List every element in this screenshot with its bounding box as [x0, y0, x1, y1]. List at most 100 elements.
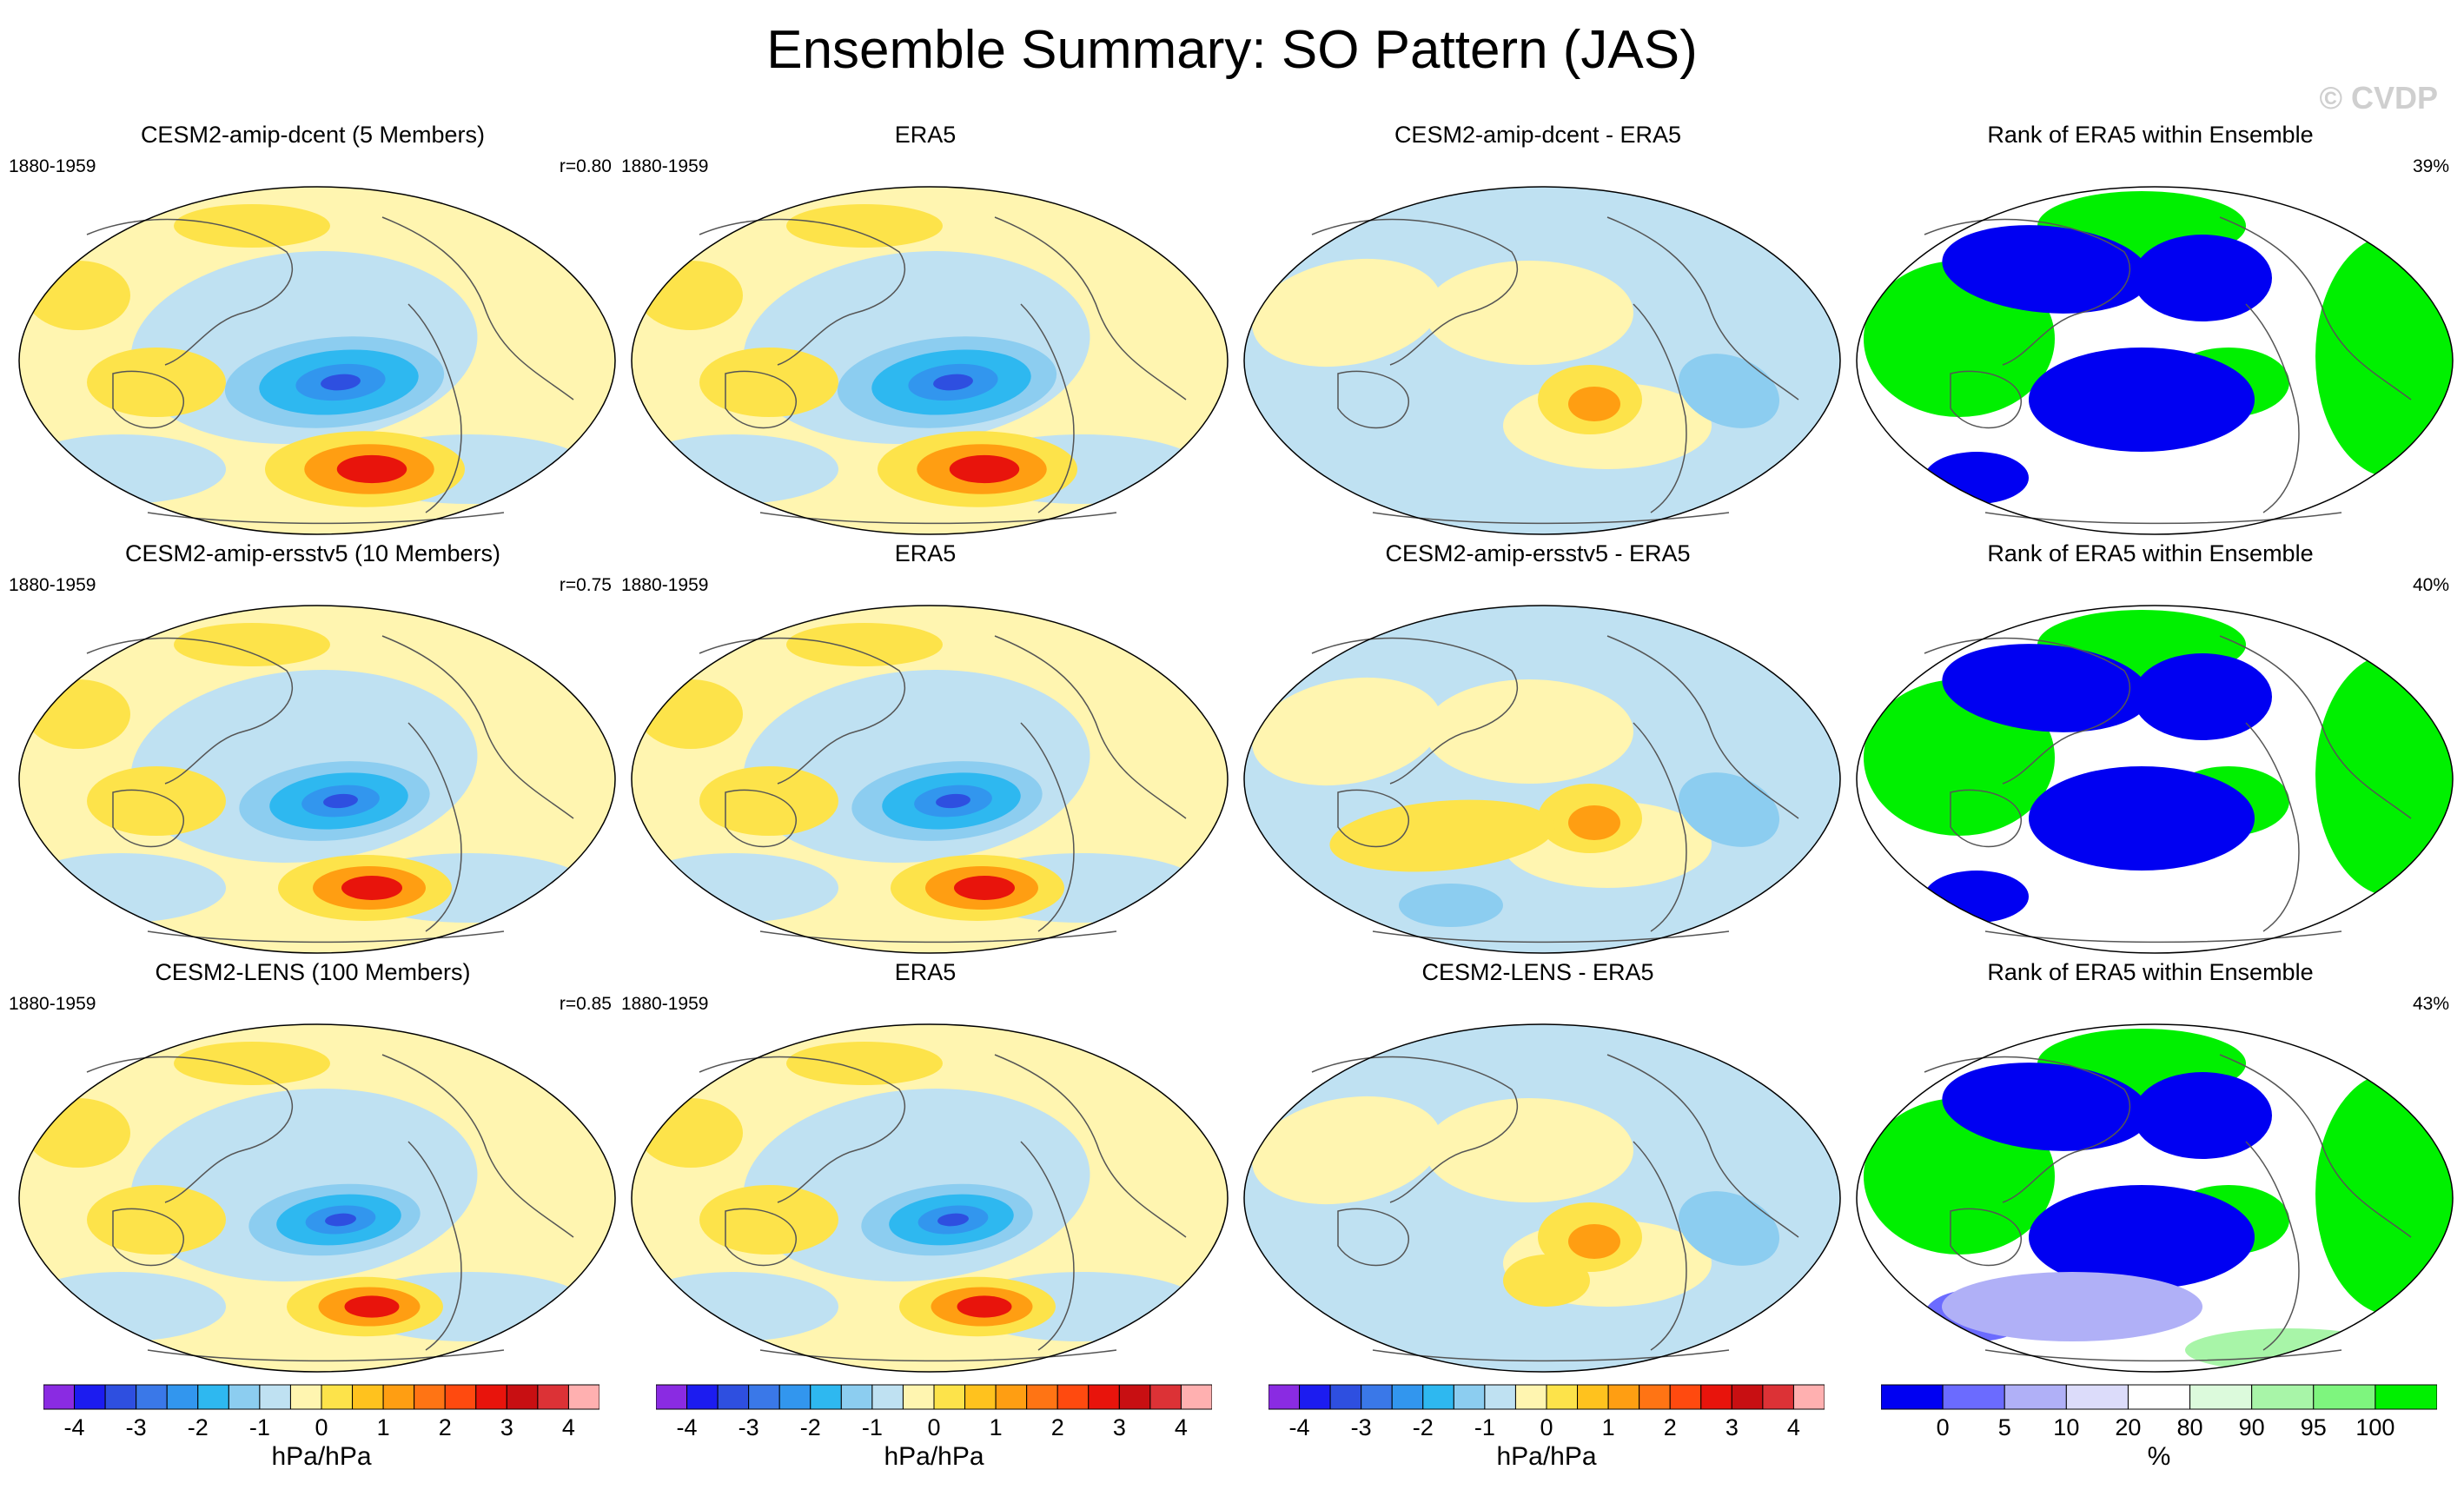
- colorbar-swatch: [1607, 1384, 1640, 1410]
- colorbar-tick: 1: [990, 1414, 1003, 1440]
- period-label: 1880-1959: [621, 575, 709, 595]
- panel-title: CESM2-amip-ersstv5 - ERA5: [1385, 540, 1691, 566]
- robinson-map: [1856, 1023, 2454, 1373]
- colorbar-swatch: [74, 1384, 106, 1410]
- colorbar-tick: 0: [1937, 1414, 1950, 1440]
- coastline: [1633, 303, 1687, 513]
- colorbar-swatch: [444, 1384, 477, 1410]
- colorbar-swatch: [166, 1384, 199, 1410]
- robinson-map: [18, 1023, 616, 1373]
- robinson-map: [1856, 186, 2454, 535]
- positive-anomaly: [699, 766, 838, 836]
- coastline: [1924, 1056, 2130, 1203]
- colorbar-swatch: [104, 1384, 137, 1410]
- positive-anomaly: [786, 1042, 943, 1085]
- positive-anomaly: [639, 261, 743, 330]
- negative-anomaly: [1678, 354, 1780, 428]
- colorbar-swatch: [810, 1384, 842, 1410]
- positive-anomaly: [786, 204, 943, 248]
- colorbar-tick: -2: [800, 1414, 821, 1440]
- coastline: [2219, 635, 2412, 819]
- coastline: [1606, 1054, 1799, 1238]
- colorbar-swatch: [1299, 1384, 1331, 1410]
- coastline: [1984, 1349, 2342, 1362]
- colorbar-swatch: [1792, 1384, 1825, 1410]
- coastline: [994, 216, 1187, 401]
- map-panel-obs: ERA5 1880-1959: [621, 122, 1229, 539]
- colorbar-tick: -1: [862, 1414, 883, 1440]
- map-outline: [1243, 1023, 1841, 1373]
- colorbar-swatch: [995, 1384, 1028, 1410]
- panel-title: Rank of ERA5 within Ensemble: [1987, 540, 2314, 566]
- colorbar-swatch: [871, 1384, 904, 1410]
- colorbar-tick: 3: [1113, 1414, 1126, 1440]
- positive-anomaly: [1568, 387, 1620, 421]
- period-label: 1880-1959: [9, 156, 96, 176]
- coastline: [1020, 722, 1075, 932]
- colorbar-swatch: [1942, 1384, 2005, 1410]
- coastline: [2219, 216, 2412, 401]
- robinson-map: [1856, 605, 2454, 954]
- colorbar-tick: -3: [126, 1414, 147, 1440]
- map-panel-diff: CESM2-amip-dcent - ERA5: [1234, 122, 1842, 539]
- colorbar-swatch: [1453, 1384, 1486, 1410]
- colorbar-tick: -4: [64, 1414, 85, 1440]
- positive-center: [341, 876, 402, 900]
- coastline: [407, 1141, 462, 1351]
- rank-percent: 39%: [2412, 156, 2449, 176]
- positive-anomaly: [786, 623, 943, 666]
- coastline: [994, 1054, 1187, 1238]
- colorbar-swatch: [197, 1384, 229, 1410]
- coastline: [1337, 789, 1410, 848]
- positive-anomaly: [1425, 1098, 1633, 1202]
- colorbar-swatch: [748, 1384, 780, 1410]
- panel-title: CESM2-LENS - ERA5: [1421, 959, 1654, 985]
- coastline: [1950, 370, 2023, 429]
- panel-title: CESM2-amip-dcent (5 Members): [140, 122, 486, 148]
- map-outline: [631, 605, 1229, 954]
- negative-anomaly: [19, 434, 226, 504]
- coastline: [86, 218, 293, 366]
- low-rank-region: [2029, 766, 2255, 871]
- positive-anomaly: [1425, 261, 1633, 365]
- robinson-map: [1243, 186, 1841, 535]
- coastline: [725, 1208, 798, 1267]
- coastline: [1372, 930, 1730, 944]
- colorbar-swatch: [2313, 1384, 2376, 1410]
- period-label: 1880-1959: [9, 575, 96, 595]
- positive-anomaly: [1425, 679, 1633, 784]
- colorbar-swatch: [1026, 1384, 1058, 1410]
- positive-anomaly: [174, 623, 330, 666]
- colorbar-swatch: [43, 1384, 76, 1410]
- colorbar-tick: 0: [1540, 1414, 1553, 1440]
- panel-title: CESM2-amip-ersstv5 (10 Members): [124, 540, 501, 566]
- colorbar-swatch: [136, 1384, 168, 1410]
- colorbar: -4 -3 -2 -1 0 1 2 3 4 hPa/hPa: [1268, 1381, 1825, 1503]
- panel-title: CESM2-LENS (100 Members): [155, 959, 471, 985]
- positive-anomaly: [1252, 677, 1441, 786]
- period-label: 1880-1959: [621, 156, 709, 176]
- robinson-map: [1243, 1023, 1841, 1373]
- colorbar-tick: -3: [739, 1414, 759, 1440]
- colorbar-tick: -4: [677, 1414, 698, 1440]
- negative-center: [321, 374, 361, 391]
- coastline: [1606, 635, 1799, 819]
- positive-anomaly: [1568, 805, 1620, 840]
- coastline: [407, 722, 462, 932]
- panel-title: ERA5: [894, 959, 957, 985]
- positive-anomaly: [87, 348, 226, 417]
- positive-center: [954, 876, 1015, 900]
- coastline: [759, 1349, 1117, 1362]
- colorbar-swatch: [656, 1384, 688, 1410]
- robinson-map: [18, 186, 616, 535]
- positive-anomaly: [639, 1098, 743, 1168]
- panel-title: Rank of ERA5 within Ensemble: [1987, 959, 2314, 985]
- coastline: [759, 930, 1117, 944]
- coastline: [2245, 1141, 2300, 1351]
- map-outline: [631, 186, 1229, 535]
- colorbar-tick: 3: [500, 1414, 513, 1440]
- coastline: [725, 370, 798, 429]
- colorbar-tick: 3: [1725, 1414, 1739, 1440]
- panel-title: CESM2-amip-dcent - ERA5: [1394, 122, 1682, 148]
- positive-anomaly: [1503, 1255, 1590, 1307]
